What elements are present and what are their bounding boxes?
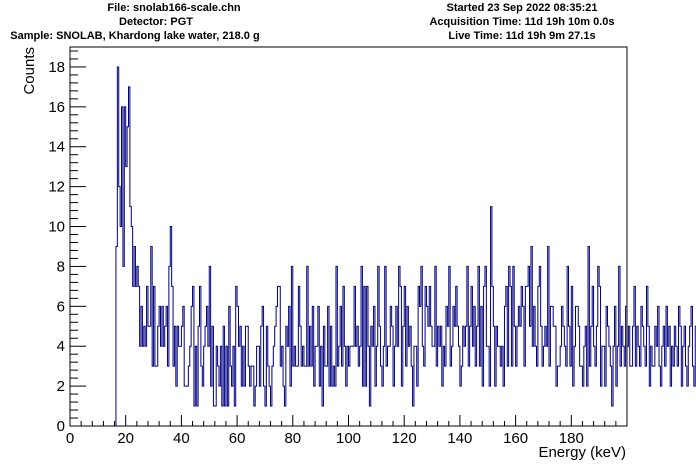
y-tick-label: 12 xyxy=(48,179,65,196)
y-tick-label: 8 xyxy=(57,258,65,275)
y-tick-label: 0 xyxy=(57,418,65,435)
x-tick-label: 0 xyxy=(66,430,74,447)
x-tick-label: 100 xyxy=(336,430,361,447)
plot-frame xyxy=(69,46,628,427)
sample-label: Sample: SNOLAB, Khardong lake water, 218… xyxy=(10,30,260,42)
y-axis-label: Counts xyxy=(21,47,38,95)
acquisition-time-label: Acquisition Time: 11d 19h 10m 0.0s xyxy=(429,16,615,28)
x-tick-label: 40 xyxy=(173,430,190,447)
x-tick-label: 180 xyxy=(559,430,584,447)
y-tick-label: 16 xyxy=(48,99,65,116)
y-tick-label: 14 xyxy=(48,139,65,156)
y-tick-label: 2 xyxy=(57,378,65,395)
live-time-label: Live Time: 11d 19h 9m 27.1s xyxy=(448,30,596,42)
y-tick-label: 6 xyxy=(57,298,65,315)
started-label: Started 23 Sep 2022 08:35:21 xyxy=(446,2,598,14)
y-tick-label: 10 xyxy=(48,219,65,236)
x-tick-label: 120 xyxy=(392,430,417,447)
file-label: File: snolab166-scale.chn xyxy=(107,2,241,14)
y-tick-label: 4 xyxy=(57,338,65,355)
histogram-series xyxy=(115,66,696,426)
x-tick-label: 140 xyxy=(447,430,472,447)
detector-label: Detector: PGT xyxy=(119,16,193,28)
y-tick-label: 18 xyxy=(48,59,65,76)
x-tick-label: 60 xyxy=(229,430,246,447)
x-axis-label: Energy (keV) xyxy=(538,444,626,461)
x-tick-label: 20 xyxy=(117,430,134,447)
x-tick-label: 160 xyxy=(503,430,528,447)
x-tick-label: 80 xyxy=(284,430,301,447)
